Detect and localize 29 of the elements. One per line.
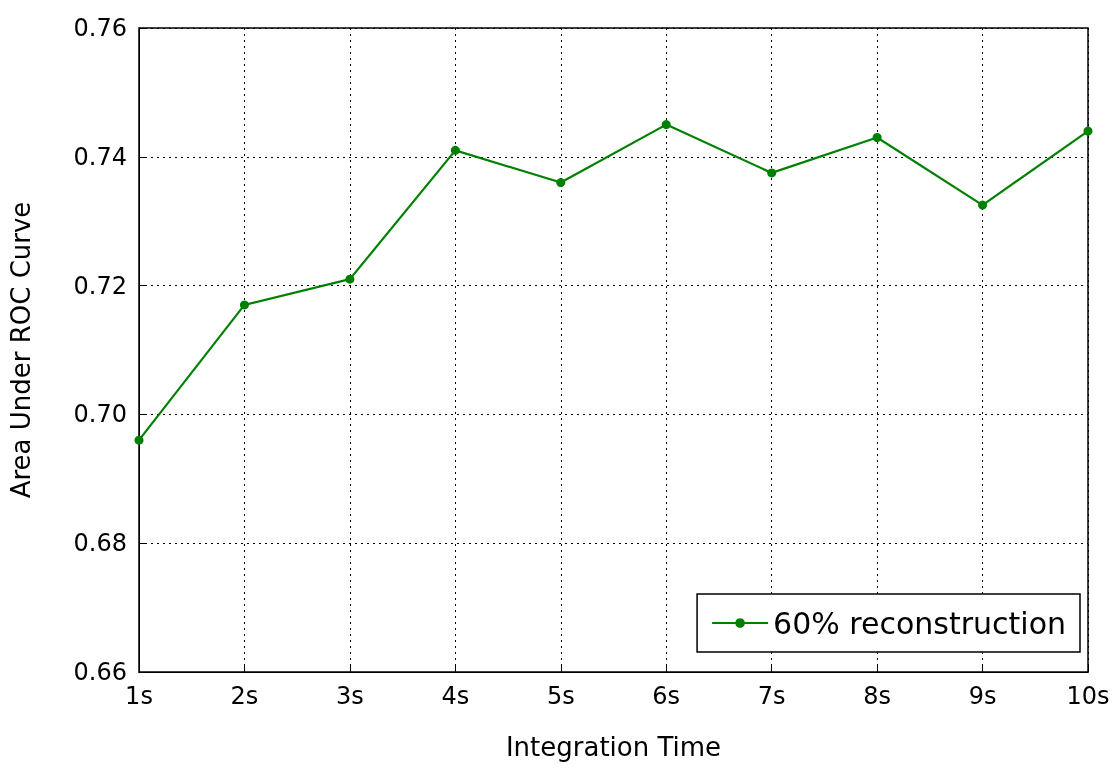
x-tick-label: 9s [968, 682, 997, 710]
point [767, 168, 777, 178]
y-tick-label: 0.74 [73, 142, 127, 171]
x-tick-label: 3s [336, 682, 364, 710]
y-tick-label: 0.68 [73, 529, 127, 558]
legend-label: 60% reconstruction [773, 605, 1067, 641]
point [450, 145, 460, 155]
y-axis-title: Area Under ROC Curve [6, 201, 36, 499]
point [1083, 126, 1093, 136]
x-tick-label: 6s [652, 682, 681, 710]
x-tick-label: 2s [230, 682, 259, 710]
x-tick-label: 7s [757, 682, 786, 710]
x-axis-title: Integration Time [505, 732, 722, 762]
x-tick-label: 10s [1066, 682, 1110, 710]
point [556, 178, 566, 188]
y-tick-label: 0.76 [73, 14, 127, 42]
point [345, 274, 355, 284]
x-tick-label: 4s [441, 682, 470, 710]
point [978, 200, 988, 210]
point [134, 435, 144, 445]
y-tick-label: 0.72 [73, 271, 127, 300]
x-tick-label: 8s [863, 682, 891, 710]
y-tick-label: 0.66 [73, 658, 127, 686]
y-tick-label: 0.70 [73, 400, 127, 429]
x-tick-label: 1s [125, 682, 153, 710]
point [872, 132, 882, 142]
point [239, 300, 249, 310]
x-tick-label: 5s [546, 682, 575, 710]
point [661, 120, 671, 130]
